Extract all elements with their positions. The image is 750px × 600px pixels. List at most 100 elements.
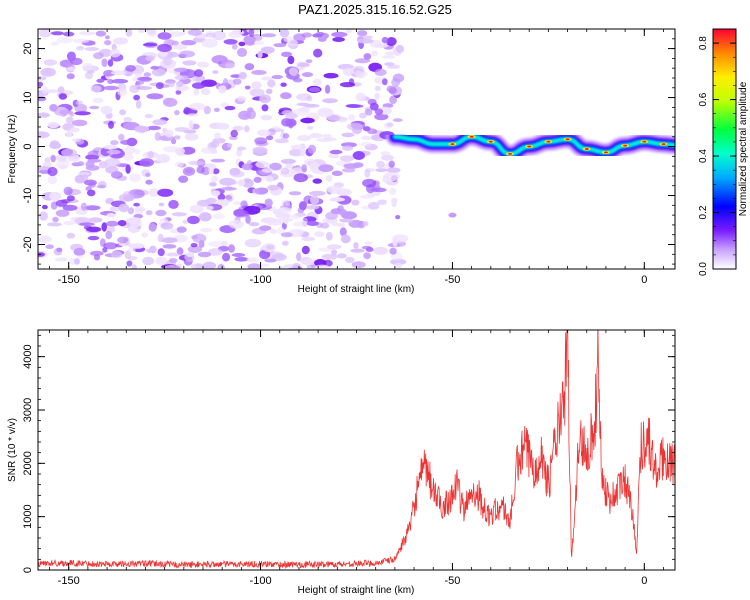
noise-blob <box>210 175 219 183</box>
noise-blob <box>220 186 237 191</box>
noise-blob <box>157 32 172 40</box>
noise-blob <box>298 201 308 211</box>
noise-blob <box>244 63 255 71</box>
noise-blob <box>163 97 178 107</box>
noise-blob <box>216 123 230 130</box>
noise-blob <box>388 160 395 168</box>
noise-blob <box>363 252 371 260</box>
colorbar-tick-label: 0.6 <box>698 92 709 106</box>
noise-blob <box>241 178 254 188</box>
noise-blob <box>264 198 273 208</box>
noise-blob <box>179 50 196 58</box>
noise-blob <box>74 258 80 265</box>
noise-blob <box>293 173 308 183</box>
y-tick-label: 1000 <box>22 504 34 528</box>
noise-blob <box>245 41 255 46</box>
noise-blob <box>233 78 242 85</box>
noise-blob <box>142 42 158 47</box>
noise-blob <box>211 190 221 197</box>
noise-blob <box>259 225 272 231</box>
noise-blob <box>209 141 219 148</box>
noise-blob <box>317 107 334 118</box>
noise-blob <box>329 197 345 202</box>
noise-blob <box>346 104 364 108</box>
noise-blob <box>117 88 128 97</box>
noise-blob <box>187 215 200 225</box>
noise-blob <box>66 66 76 72</box>
noise-blob <box>208 165 214 175</box>
noise-blob <box>237 96 247 102</box>
noise-blob <box>176 81 184 87</box>
y-tick-label: 0 <box>22 567 34 573</box>
noise-blob <box>45 67 52 75</box>
noise-blob <box>280 82 287 87</box>
noise-blob <box>309 132 323 139</box>
noise-blob <box>194 69 204 77</box>
noise-blob <box>75 100 83 106</box>
noise-blob <box>352 162 364 168</box>
noise-blob <box>117 236 129 244</box>
noise-blob <box>300 117 315 124</box>
noise-blob <box>277 207 292 214</box>
noise-blob <box>322 98 338 104</box>
figure-title: PAZ1.2025.315.16.52.G25 <box>298 2 452 17</box>
noise-blob <box>222 78 229 88</box>
ridge-peak <box>565 138 570 141</box>
noise-blob <box>110 140 119 146</box>
noise-blob <box>134 125 150 133</box>
noise-blob <box>282 133 290 139</box>
noise-blob <box>73 247 86 256</box>
noise-blob <box>106 149 121 155</box>
noise-blob <box>377 199 388 205</box>
noise-blob <box>162 244 177 249</box>
noise-blob <box>155 82 164 90</box>
noise-blob <box>312 178 323 184</box>
noise-blob <box>163 264 181 269</box>
noise-blob <box>71 162 82 167</box>
noise-blob <box>200 227 213 233</box>
noise-blob <box>279 29 290 38</box>
noise-blob <box>224 105 236 111</box>
noise-blob <box>257 50 263 59</box>
noise-blob <box>241 163 253 171</box>
noise-blob <box>322 134 333 138</box>
noise-blob <box>187 245 203 253</box>
snr-x-label: Height of straight line (km) <box>298 585 415 596</box>
noise-blob <box>168 31 185 37</box>
noise-blob <box>340 234 351 244</box>
noise-blob <box>45 89 60 93</box>
noise-blob <box>158 50 168 57</box>
ridge-peak <box>507 152 512 155</box>
spectrogram-y-label: Frequency (Hz) <box>7 115 18 184</box>
noise-blob <box>247 109 256 120</box>
noise-blob <box>79 31 96 36</box>
noise-blob <box>261 104 269 112</box>
noise-blob <box>210 158 226 163</box>
noise-blob <box>130 219 139 230</box>
noise-blob <box>302 217 308 227</box>
noise-blob <box>336 222 346 228</box>
noise-blob <box>138 29 146 33</box>
y-tick-label: 20 <box>22 42 34 54</box>
noise-blob <box>347 122 363 131</box>
noise-blob <box>374 113 389 121</box>
noise-blob <box>136 80 145 85</box>
noise-blob <box>127 207 135 215</box>
noise-blob <box>132 77 138 82</box>
noise-blob <box>190 243 198 248</box>
noise-blob <box>277 226 285 235</box>
noise-blob <box>209 182 217 187</box>
noise-blob <box>389 187 397 195</box>
noise-blob <box>92 97 104 104</box>
noise-blob <box>260 46 275 54</box>
noise-blob <box>305 59 313 64</box>
noise-blob <box>143 72 152 77</box>
noise-blob <box>288 67 299 76</box>
noise-blob <box>395 44 405 53</box>
noise-blob <box>202 261 217 269</box>
noise-blob <box>148 222 157 232</box>
noise-blob <box>318 164 334 173</box>
noise-blob <box>137 76 152 81</box>
noise-blob <box>80 202 88 211</box>
noise-blob <box>89 105 100 110</box>
